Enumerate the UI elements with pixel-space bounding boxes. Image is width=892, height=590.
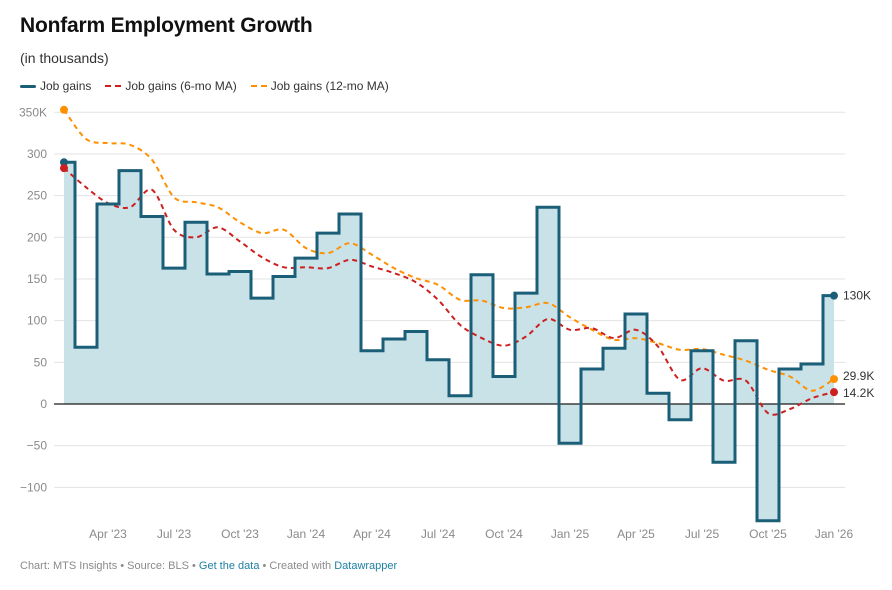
x-tick-label: Oct '23 (221, 527, 259, 541)
legend-label: Job gains (6-mo MA) (125, 79, 237, 93)
footer-middle: • Created with (259, 560, 335, 572)
y-tick-label: 200 (27, 230, 47, 244)
series-lines (63, 109, 835, 523)
y-tick-label: 350K (19, 105, 47, 119)
x-tick-label: Jan '24 (287, 527, 326, 541)
end-label-12mo-ma: 29.9K (843, 369, 874, 383)
end-marker-12mo-ma (830, 375, 838, 384)
chart-title: Nonfarm Employment Growth (20, 14, 313, 37)
x-tick-label: Jul '23 (157, 527, 192, 541)
legend-item-6mo-ma: Job gains (6-mo MA) (105, 79, 237, 93)
job-gains-fill (64, 162, 834, 521)
x-tick-label: Jul '24 (421, 527, 456, 541)
x-tick-label: Jan '25 (551, 527, 590, 541)
legend-label: Job gains (12-mo MA) (270, 79, 389, 93)
start-marker-6mo-ma (60, 164, 68, 173)
y-axis: 350K 300 250 200 150 100 50 0 −50 −100 (19, 105, 47, 494)
end-labels: 130K 29.9K 14.2K (843, 289, 874, 401)
x-tick-label: Apr '23 (89, 527, 127, 541)
end-label-job-gains: 130K (843, 289, 871, 303)
series-line-6mo-ma (63, 167, 835, 416)
get-the-data-link[interactable]: Get the data (198, 560, 260, 572)
legend-item-12mo-ma: Job gains (12-mo MA) (250, 79, 389, 93)
y-tick-label: 150 (27, 272, 47, 286)
x-tick-label: Oct '25 (749, 527, 787, 541)
start-marker-job-gains (60, 158, 68, 167)
legend: Job gains Job gains (6-mo MA) Job gains … (20, 79, 403, 93)
y-tick-label: −50 (27, 439, 48, 453)
x-tick-label: Apr '24 (353, 527, 391, 541)
x-tick-label: Jul '25 (685, 527, 720, 541)
x-tick-label: Oct '24 (485, 527, 523, 541)
legend-swatch-dashed-red-icon (105, 85, 122, 87)
job-gains-area (64, 162, 834, 521)
x-tick-label: Apr '25 (617, 527, 655, 541)
y-tick-label: 50 (34, 355, 48, 369)
footer-credit: Chart: MTS Insights • Source: BLS • (20, 560, 199, 572)
chart-subtitle: (in thousands) (20, 50, 109, 66)
series-line-job-gains (64, 160, 834, 523)
legend-label: Job gains (40, 79, 92, 93)
x-tick-label: Jan '26 (815, 527, 854, 541)
end-marker-6mo-ma (830, 388, 838, 397)
y-tick-label: 100 (27, 314, 47, 328)
series-markers (60, 105, 838, 397)
chart-footer: Chart: MTS Insights • Source: BLS • Get … (20, 560, 397, 572)
y-tick-label: 250 (27, 189, 47, 203)
end-marker-job-gains (830, 291, 838, 300)
y-tick-label: 0 (40, 397, 47, 411)
y-tick-label: −100 (20, 480, 47, 494)
legend-swatch-solid-icon (20, 84, 36, 88)
end-label-6mo-ma: 14.2K (843, 386, 874, 400)
x-axis: Apr '23 Jul '23 Oct '23 Jan '24 Apr '24 Jul '… (89, 527, 853, 541)
y-tick-label: 300 (27, 147, 47, 161)
legend-item-job-gains: Job gains (20, 79, 91, 93)
legend-swatch-dashed-orange-icon (250, 85, 267, 87)
datawrapper-link[interactable]: Datawrapper (334, 560, 398, 572)
start-marker-12mo-ma (60, 105, 68, 114)
